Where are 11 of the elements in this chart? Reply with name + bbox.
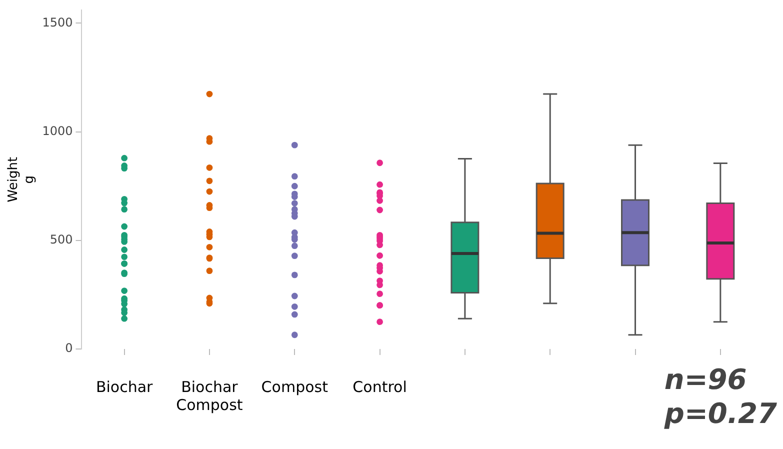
y-tick-label: 0 [65, 341, 73, 356]
text: p=0.27 [664, 397, 777, 431]
y-axis-title: Weight g [6, 156, 37, 202]
y-tick-label: 500 [50, 232, 73, 247]
y-tick-label: 1500 [42, 15, 73, 30]
x-tick-label: Biochar Compost [176, 378, 243, 414]
x-tick-label: Compost [261, 378, 328, 396]
y-tick-label: 1000 [42, 124, 73, 138]
text: n=96 [664, 363, 748, 397]
x-tick-label: Biochar [96, 378, 154, 396]
x-tick-label: Control [352, 378, 407, 396]
